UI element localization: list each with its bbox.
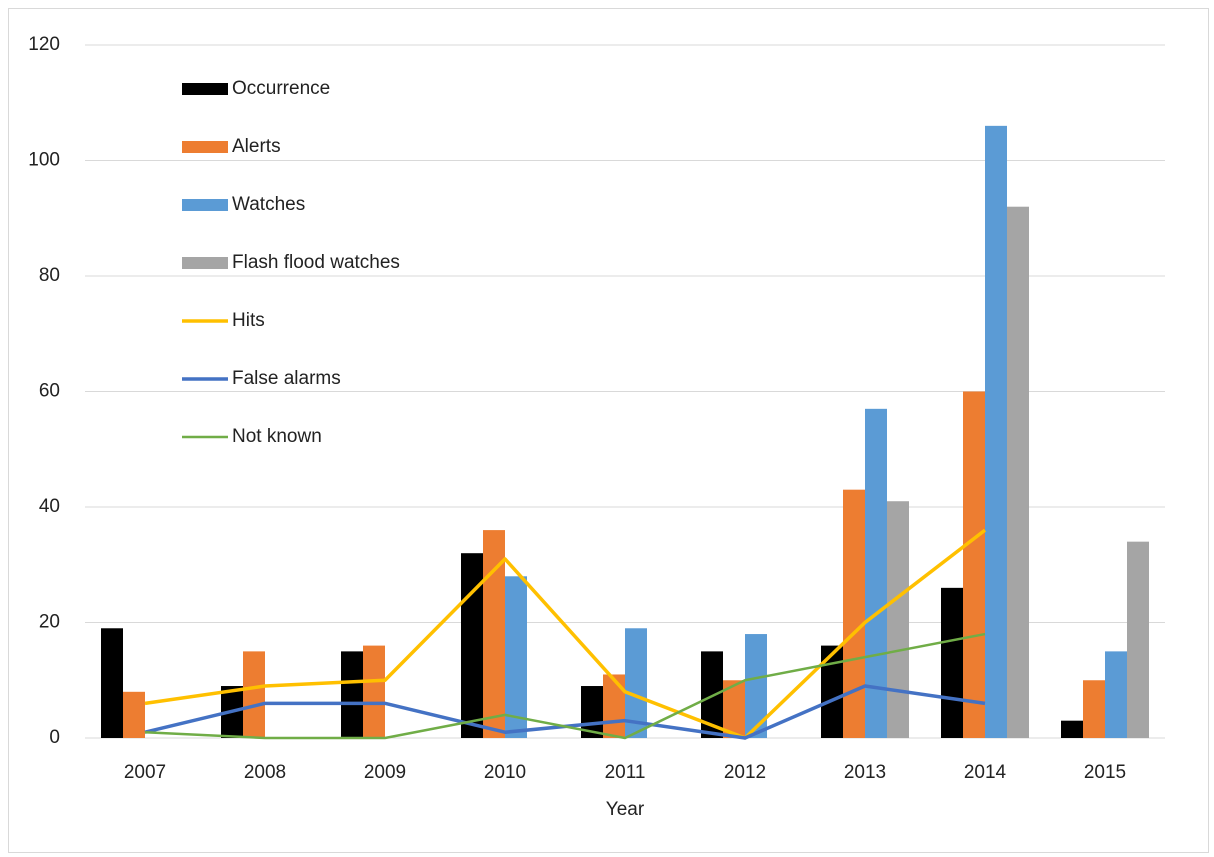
bar (123, 691, 145, 738)
bar (1083, 680, 1105, 738)
bar (101, 628, 123, 738)
x-tick-label: 2009 (364, 762, 406, 783)
legend-swatch (182, 141, 228, 153)
bar (1061, 720, 1083, 738)
legend-label: Watches (232, 194, 305, 215)
legend-swatch (182, 257, 228, 269)
bar (505, 576, 527, 738)
bar (1007, 206, 1029, 738)
y-tick-label: 80 (39, 265, 60, 286)
bar (963, 391, 985, 738)
bar (603, 674, 625, 738)
legend-swatch (182, 83, 228, 95)
x-tick-label: 2007 (124, 762, 166, 783)
y-tick-label: 120 (28, 34, 60, 55)
bar (243, 651, 265, 738)
x-tick-label: 2014 (964, 762, 1007, 783)
x-tick-label: 2013 (844, 762, 886, 783)
bar (1127, 541, 1149, 738)
x-tick-label: 2011 (605, 762, 646, 783)
bar (941, 587, 963, 738)
legend-label: Occurrence (232, 78, 330, 99)
line (144, 528, 987, 740)
x-tick-label: 2008 (244, 762, 286, 783)
y-tick-label: 40 (39, 496, 60, 517)
line (144, 632, 986, 740)
y-tick-label: 60 (39, 381, 60, 402)
x-tick-label: 2015 (1084, 762, 1126, 783)
bar (625, 628, 647, 738)
bar (843, 489, 865, 738)
bar (363, 645, 385, 738)
bar (483, 530, 505, 738)
bar (985, 125, 1007, 739)
bar (723, 680, 745, 738)
y-tick-label: 0 (49, 727, 60, 748)
x-tick-label: 2012 (724, 762, 766, 783)
y-tick-label: 20 (39, 612, 60, 633)
legend-swatch (182, 199, 228, 211)
bar (701, 651, 723, 738)
legend-label: Not known (232, 426, 322, 447)
legend-label: Alerts (232, 136, 281, 157)
x-tick-label: 2010 (484, 762, 526, 783)
legend-label: Flash flood watches (232, 252, 400, 273)
bar (461, 553, 483, 738)
bar (341, 651, 363, 738)
y-tick-label: 100 (28, 150, 60, 171)
x-axis-title: Year (606, 799, 645, 820)
legend-label: Hits (232, 310, 265, 331)
bar (821, 645, 843, 738)
bar (1105, 651, 1127, 738)
bar (745, 634, 767, 738)
legend-label: False alarms (232, 368, 341, 389)
bar (887, 501, 909, 738)
